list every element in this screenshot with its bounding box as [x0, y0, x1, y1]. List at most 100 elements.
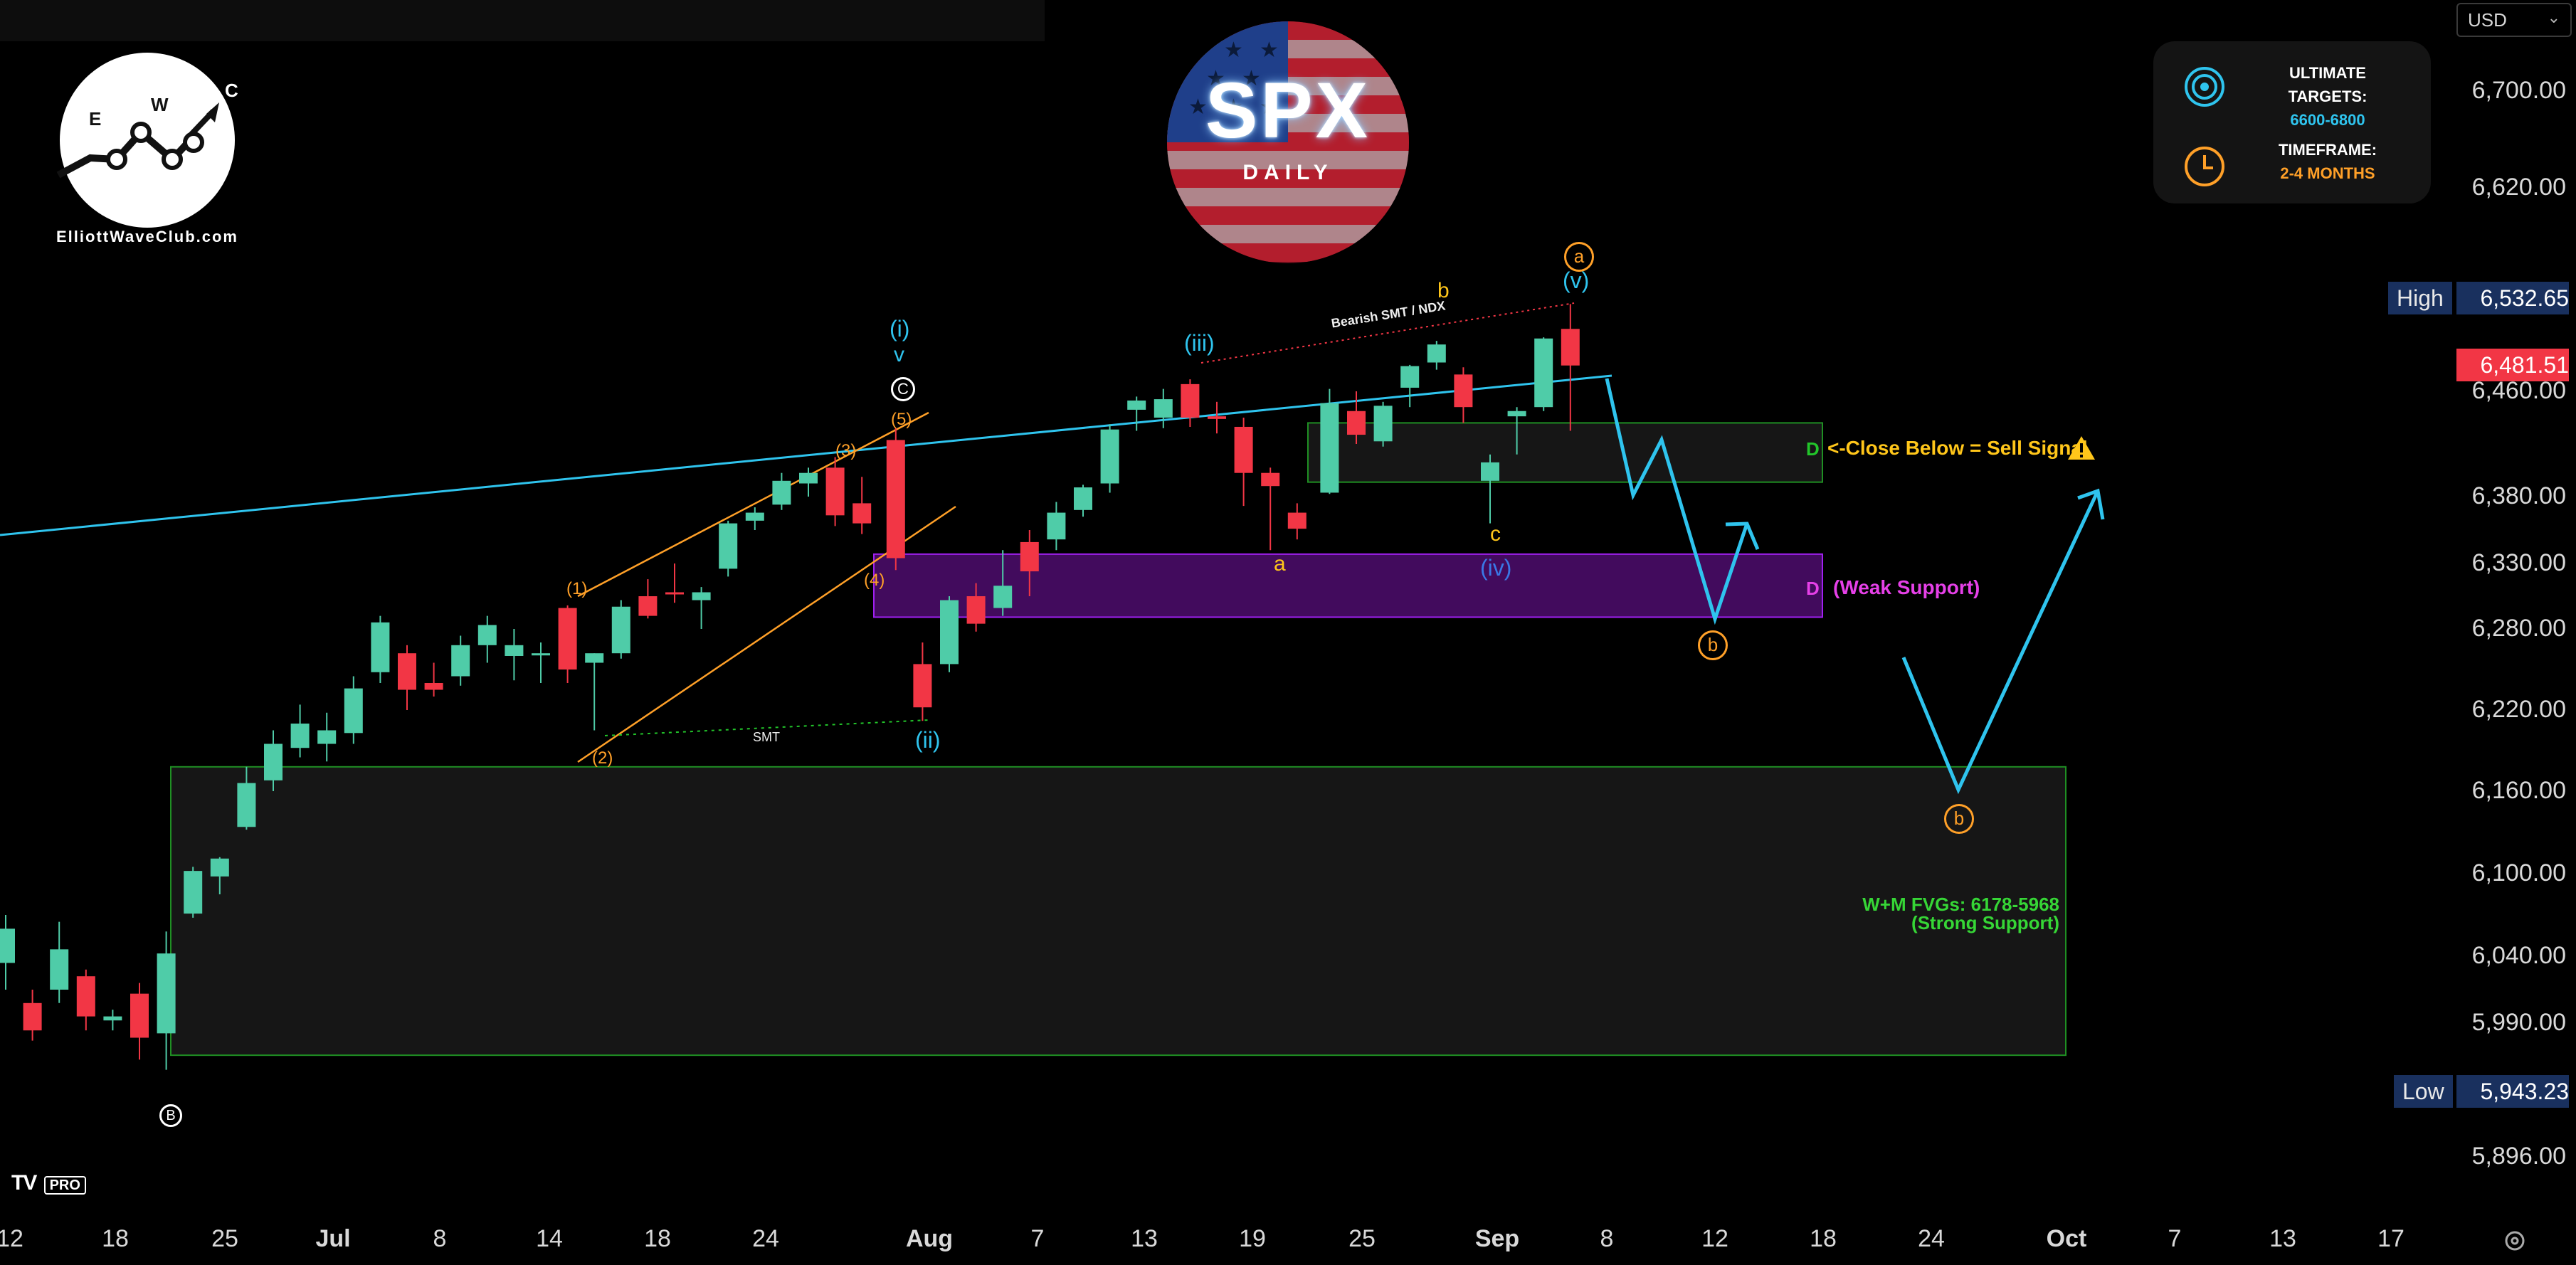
x-tick-label: Aug: [905, 1225, 954, 1252]
candle: [966, 583, 986, 632]
y-tick-label: 6,280.00: [2471, 615, 2566, 642]
wave-3-label: (3): [835, 441, 857, 460]
candle: [1047, 502, 1066, 551]
candle-body: [157, 953, 176, 1034]
x-tick-label: 18: [1810, 1225, 1837, 1252]
candle: [505, 629, 524, 681]
candle-body: [0, 928, 15, 963]
wave-b-circled-low: b: [1944, 804, 1974, 834]
candle-body: [611, 606, 630, 654]
logo-letter-e: E: [89, 108, 101, 129]
last-price-tag: 6,481.51: [2456, 349, 2569, 381]
candle-body: [50, 949, 69, 990]
y-tick-label: 6,100.00: [2471, 859, 2566, 886]
ewc-logo: E W C ElliottWaveClub.com: [51, 53, 243, 252]
candle: [371, 615, 390, 683]
weak-zone-marker: D: [1806, 578, 1820, 599]
candle: [477, 615, 497, 663]
candle: [1481, 454, 1499, 524]
candle: [1454, 367, 1473, 423]
candle: [1561, 304, 1580, 431]
candle-body: [344, 688, 363, 734]
candle-body: [1261, 472, 1280, 487]
x-tick-label: 18: [102, 1225, 129, 1252]
y-tick-label: 5,896.00: [2471, 1143, 2566, 1170]
candle: [451, 635, 470, 686]
wave-v-small-label: v: [894, 343, 904, 366]
candle: [317, 712, 337, 762]
candle-body: [692, 592, 711, 600]
projection-arrowhead-1: [1725, 522, 1760, 550]
wave-v-label: (v): [1563, 268, 1590, 293]
candle: [184, 867, 203, 918]
candle-body: [799, 472, 818, 484]
projection-path-1: [1605, 378, 1749, 625]
x-tick-label: Sep: [1474, 1225, 1520, 1252]
channel-trendline: [0, 374, 1612, 536]
candle: [585, 653, 604, 731]
currency-select[interactable]: USD ⌄: [2456, 3, 2572, 37]
candle-body: [1181, 383, 1200, 418]
candle: [130, 983, 149, 1060]
gear-icon[interactable]: [2502, 1228, 2528, 1254]
candle-body: [1320, 403, 1339, 493]
candle: [398, 645, 416, 710]
candle-body: [638, 596, 658, 616]
candle-body: [1287, 512, 1307, 529]
candle-body: [76, 976, 95, 1017]
candle: [825, 457, 845, 526]
candle: [638, 579, 658, 619]
candle: [1127, 396, 1146, 431]
candle-body: [1561, 329, 1580, 366]
candle: [344, 676, 363, 744]
x-tick-label: 8: [433, 1225, 447, 1252]
candle-body: [1427, 344, 1446, 363]
x-tick-label: 14: [536, 1225, 563, 1252]
candle-body: [23, 1002, 42, 1031]
x-tick-label: 17: [2377, 1225, 2405, 1252]
svg-text:★: ★: [1260, 95, 1279, 120]
candle-body: [1534, 338, 1553, 408]
low-value: 5,943.23: [2456, 1075, 2569, 1108]
candle-body: [1020, 541, 1039, 572]
x-tick-label: 12: [1701, 1225, 1728, 1252]
toolbar-strip: [0, 0, 1045, 41]
candle-body: [825, 467, 845, 516]
y-tick-label: 6,700.00: [2471, 77, 2566, 104]
candle: [745, 507, 764, 530]
candle: [1287, 503, 1307, 540]
spx-title: SPX: [1205, 67, 1371, 154]
candle-body: [993, 586, 1013, 608]
candle: [532, 642, 550, 683]
svg-text:★: ★: [1224, 38, 1243, 63]
wave-1-label: (1): [566, 579, 588, 598]
candle: [424, 662, 443, 697]
warning-icon: [2068, 436, 2095, 460]
candle-body: [772, 480, 791, 505]
strong-support-label: W+M FVGs: 6178-5968: [1862, 894, 2059, 915]
candle-body: [451, 645, 470, 677]
x-tick-label: 18: [644, 1225, 671, 1252]
wave-c-low-label: c: [1490, 522, 1501, 546]
sell-signal-label: <-Close Below = Sell Signal: [1827, 437, 2088, 459]
candle-body: [1481, 462, 1499, 481]
strong-support-sublabel: (Strong Support): [1911, 912, 2059, 933]
candle-body: [398, 653, 416, 690]
svg-text:★: ★: [1224, 95, 1243, 120]
candle: [1534, 337, 1553, 411]
candle: [1154, 388, 1173, 428]
candle-body: [558, 608, 577, 669]
candle: [852, 477, 872, 534]
wave-a-low-label: a: [1274, 552, 1286, 576]
x-tick-label: 13: [2269, 1225, 2296, 1252]
targets-value: 6600-6800: [2290, 111, 2365, 129]
candle-body: [745, 512, 764, 521]
wave-c-circled: C: [891, 377, 915, 401]
candle-body: [264, 743, 283, 780]
x-tick-label: 12: [0, 1225, 23, 1252]
candle-body: [371, 622, 390, 672]
candle: [913, 642, 932, 721]
candle: [719, 520, 738, 577]
candle-body: [1074, 487, 1092, 510]
